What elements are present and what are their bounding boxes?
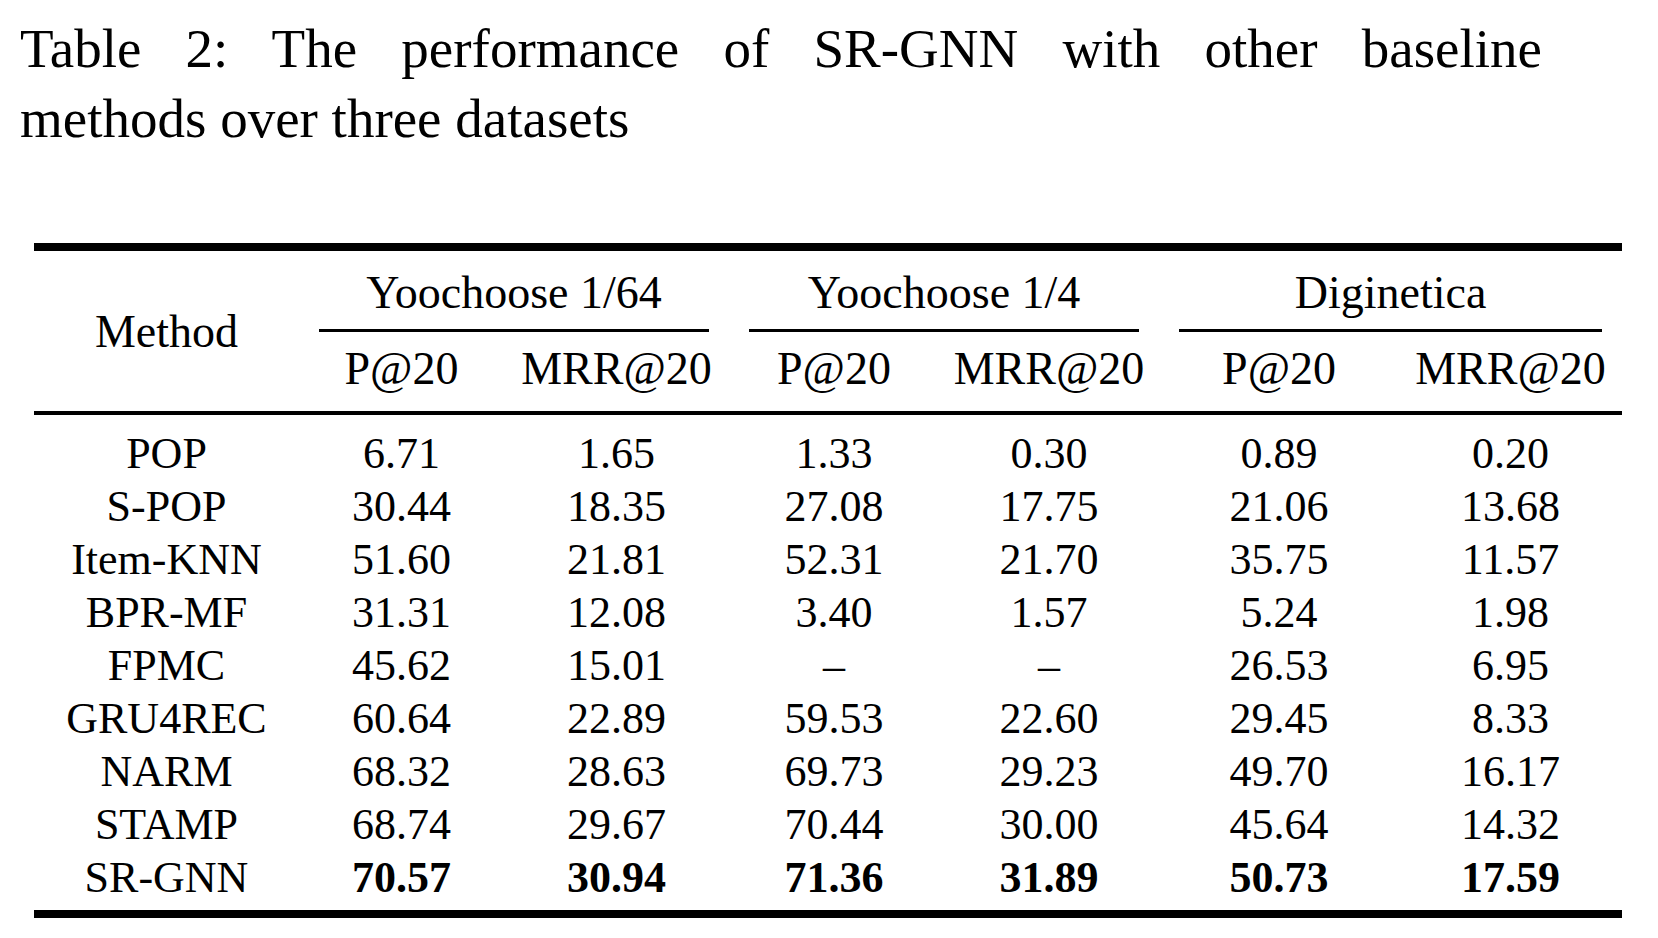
value-cell: 16.17	[1399, 745, 1622, 798]
value-cell: 22.60	[939, 692, 1159, 745]
value-cell: 3.40	[729, 586, 939, 639]
value-cell: 1.98	[1399, 586, 1622, 639]
value-cell: 21.06	[1159, 480, 1399, 533]
value-cell: 5.24	[1159, 586, 1399, 639]
value-cell: 30.94	[504, 851, 729, 914]
value-cell: 35.75	[1159, 533, 1399, 586]
value-cell: 17.59	[1399, 851, 1622, 914]
value-cell: 68.74	[299, 798, 504, 851]
method-cell: GRU4REC	[34, 692, 299, 745]
table-row: S-POP30.4418.3527.0817.7521.0613.68	[34, 480, 1622, 533]
value-cell: 11.57	[1399, 533, 1622, 586]
value-cell: 71.36	[729, 851, 939, 914]
method-cell: NARM	[34, 745, 299, 798]
table-row: SR-GNN70.5730.9471.3631.8950.7317.59	[34, 851, 1622, 914]
value-cell: 30.00	[939, 798, 1159, 851]
value-cell: 1.57	[939, 586, 1159, 639]
table-row: BPR-MF31.3112.083.401.575.241.98	[34, 586, 1622, 639]
value-cell: 8.33	[1399, 692, 1622, 745]
value-cell: 29.67	[504, 798, 729, 851]
value-cell: 50.73	[1159, 851, 1399, 914]
header-method: Method	[34, 247, 299, 413]
method-cell: S-POP	[34, 480, 299, 533]
value-cell: 26.53	[1159, 639, 1399, 692]
value-cell: 0.30	[939, 413, 1159, 480]
value-cell: 0.89	[1159, 413, 1399, 480]
header-p20-yoochoose-1-4: P@20	[729, 332, 939, 413]
value-cell: 18.35	[504, 480, 729, 533]
value-cell: 6.71	[299, 413, 504, 480]
value-cell: 59.53	[729, 692, 939, 745]
header-mrr20-yoochoose-1-4: MRR@20	[939, 332, 1159, 413]
method-cell: FPMC	[34, 639, 299, 692]
table-row: STAMP68.7429.6770.4430.0045.6414.32	[34, 798, 1622, 851]
group-label: Diginetica	[1159, 265, 1622, 321]
value-cell: 45.64	[1159, 798, 1399, 851]
value-cell: 31.31	[299, 586, 504, 639]
value-cell: 29.45	[1159, 692, 1399, 745]
table-row: POP6.711.651.330.300.890.20	[34, 413, 1622, 480]
caption-line-2: methods over three datasets	[20, 84, 1542, 154]
value-cell: 29.23	[939, 745, 1159, 798]
table-row: GRU4REC60.6422.8959.5322.6029.458.33	[34, 692, 1622, 745]
group-header-yoochoose-1-4: Yoochoose 1/4	[729, 247, 1159, 332]
value-cell: 1.33	[729, 413, 939, 480]
group-label: Yoochoose 1/4	[729, 265, 1159, 321]
table-header: Method Yoochoose 1/64 Yoochoose 1/4 Digi…	[34, 247, 1622, 413]
value-cell: 69.73	[729, 745, 939, 798]
value-cell: 6.95	[1399, 639, 1622, 692]
value-cell: 45.62	[299, 639, 504, 692]
value-cell: 14.32	[1399, 798, 1622, 851]
value-cell: 1.65	[504, 413, 729, 480]
method-cell: STAMP	[34, 798, 299, 851]
caption-line-1: Table 2: The performance of SR-GNN with …	[20, 14, 1542, 84]
group-header-diginetica: Diginetica	[1159, 247, 1622, 332]
value-cell: 17.75	[939, 480, 1159, 533]
group-header-row: Method Yoochoose 1/64 Yoochoose 1/4 Digi…	[34, 247, 1622, 332]
value-cell: 13.68	[1399, 480, 1622, 533]
value-cell: 49.70	[1159, 745, 1399, 798]
value-cell: 21.81	[504, 533, 729, 586]
value-cell: –	[729, 639, 939, 692]
method-cell: Item-KNN	[34, 533, 299, 586]
value-cell: 31.89	[939, 851, 1159, 914]
value-cell: 68.32	[299, 745, 504, 798]
value-cell: 22.89	[504, 692, 729, 745]
table-body: POP6.711.651.330.300.890.20S-POP30.4418.…	[34, 413, 1622, 914]
value-cell: 15.01	[504, 639, 729, 692]
value-cell: 0.20	[1399, 413, 1622, 480]
header-p20-diginetica: P@20	[1159, 332, 1399, 413]
table-caption: Table 2: The performance of SR-GNN with …	[20, 14, 1542, 154]
group-label: Yoochoose 1/64	[299, 265, 729, 321]
value-cell: 52.31	[729, 533, 939, 586]
value-cell: 70.44	[729, 798, 939, 851]
results-table: Method Yoochoose 1/64 Yoochoose 1/4 Digi…	[34, 243, 1622, 918]
value-cell: 51.60	[299, 533, 504, 586]
table-row: NARM68.3228.6369.7329.2349.7016.17	[34, 745, 1622, 798]
group-header-yoochoose-1-64: Yoochoose 1/64	[299, 247, 729, 332]
value-cell: 21.70	[939, 533, 1159, 586]
value-cell: –	[939, 639, 1159, 692]
value-cell: 12.08	[504, 586, 729, 639]
header-p20-yoochoose-1-64: P@20	[299, 332, 504, 413]
value-cell: 27.08	[729, 480, 939, 533]
table-row: Item-KNN51.6021.8152.3121.7035.7511.57	[34, 533, 1622, 586]
value-cell: 70.57	[299, 851, 504, 914]
header-mrr20-yoochoose-1-64: MRR@20	[504, 332, 729, 413]
value-cell: 60.64	[299, 692, 504, 745]
table-row: FPMC45.6215.01––26.536.95	[34, 639, 1622, 692]
method-cell: SR-GNN	[34, 851, 299, 914]
header-mrr20-diginetica: MRR@20	[1399, 332, 1622, 413]
value-cell: 28.63	[504, 745, 729, 798]
method-cell: BPR-MF	[34, 586, 299, 639]
value-cell: 30.44	[299, 480, 504, 533]
method-cell: POP	[34, 413, 299, 480]
